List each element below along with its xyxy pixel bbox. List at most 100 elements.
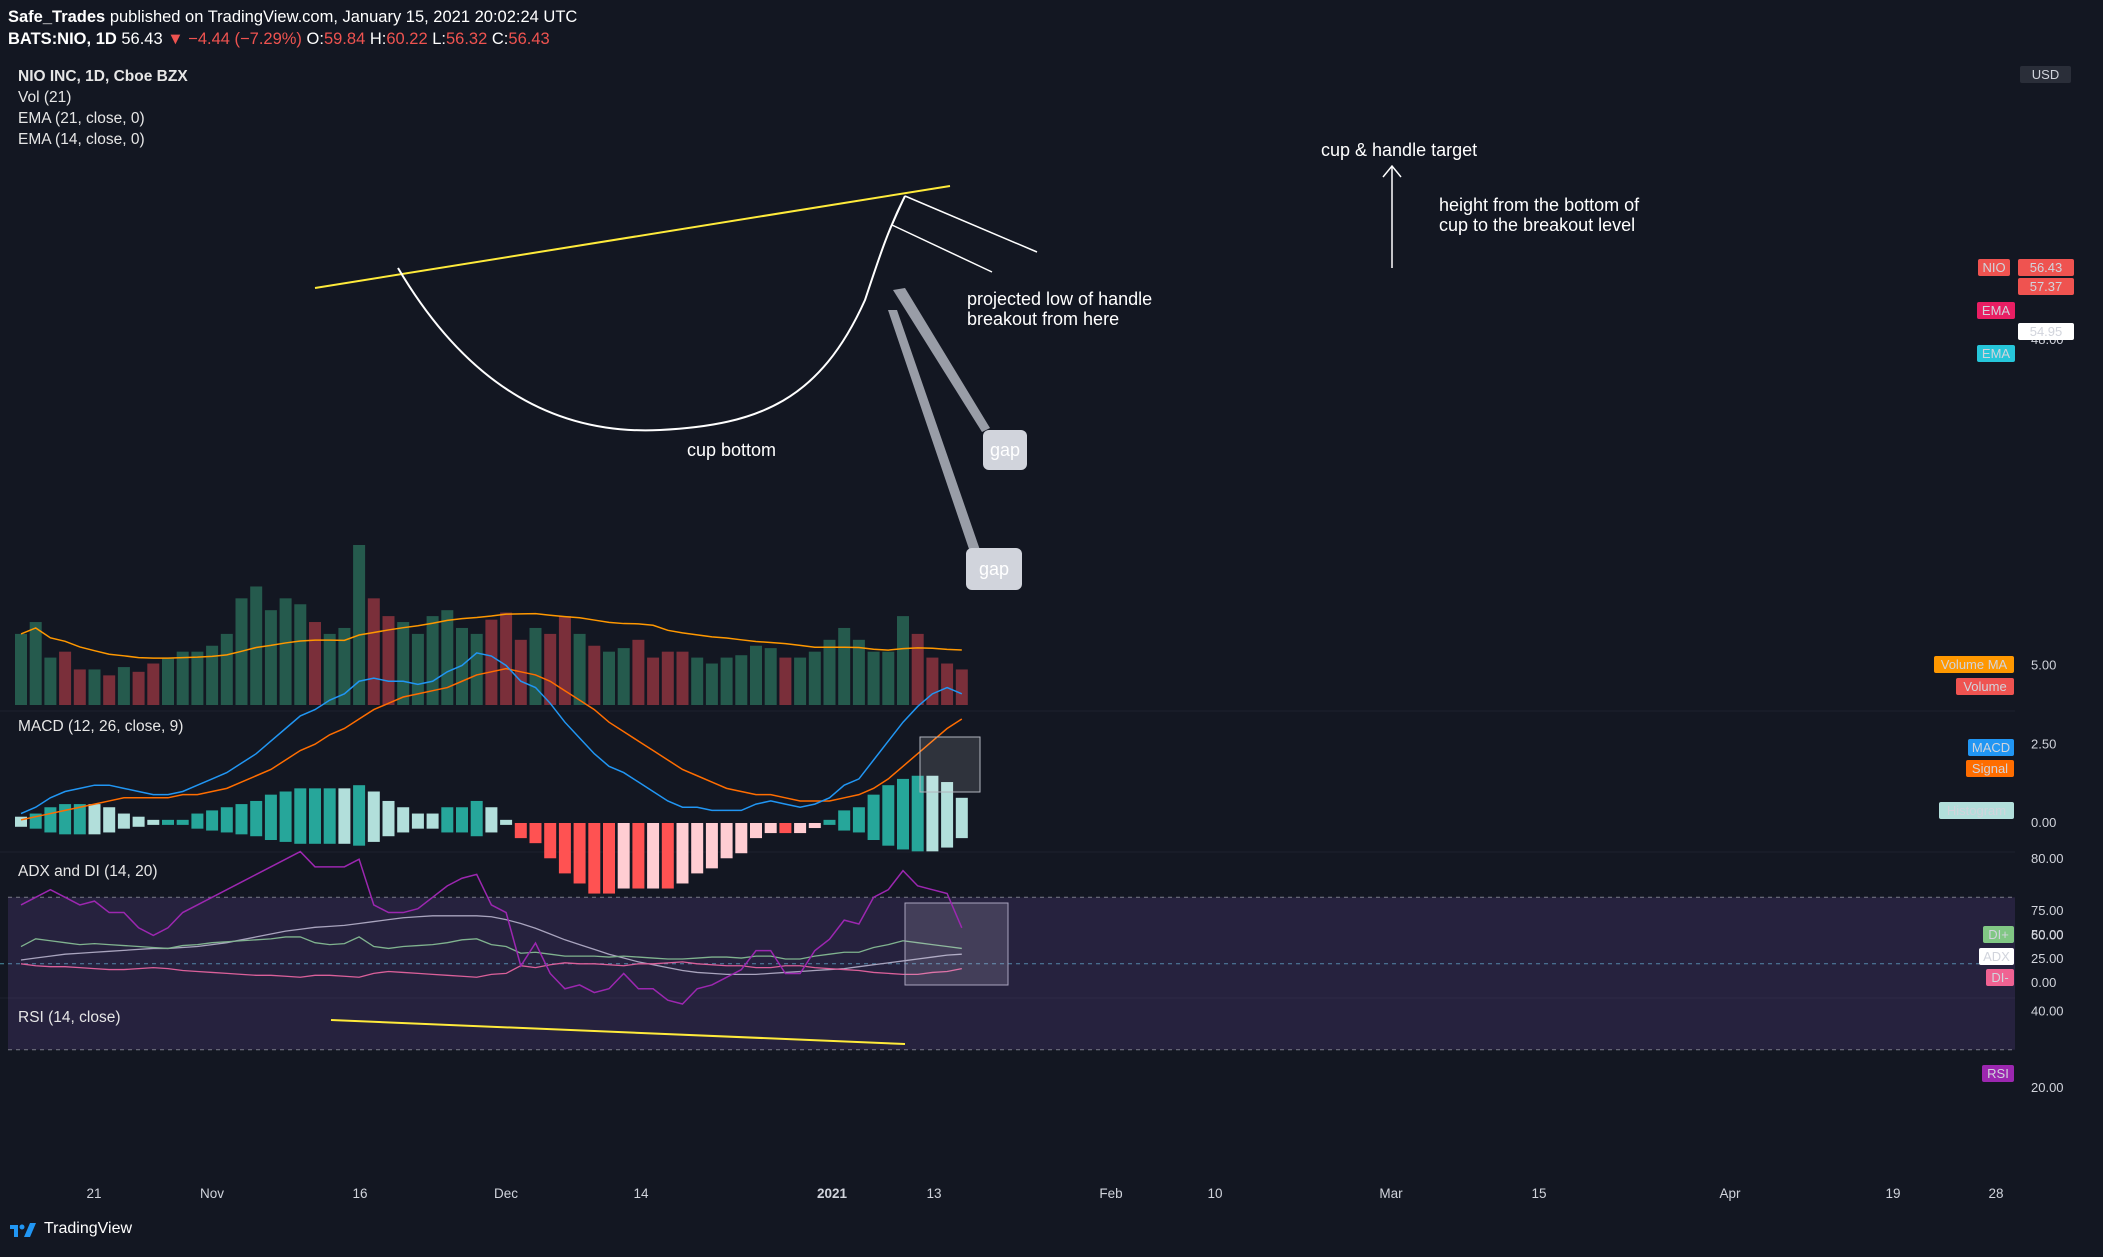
handle-left-line [891,195,906,226]
breakout-price-tag-bg [2018,278,2074,295]
macd-histogram-bar [235,804,248,835]
adx-axis-tick: 0.00 [2031,975,2056,990]
volume-bar [456,627,468,705]
rsi-tag-bg [1982,1065,2014,1082]
macd-histogram-bar [470,800,483,837]
publisher-name[interactable]: Safe_Trades [8,8,106,26]
volume-bar [323,633,336,705]
ema14-tag: EMA [1982,346,2011,361]
macd-histogram-bar [500,819,513,825]
volume-ma-tag: Volume MA [1941,657,2008,672]
macd-histogram-bar [294,788,307,844]
volume-bar [264,610,277,705]
time-axis-label: Dec [494,1186,518,1201]
volume-bar [544,633,557,705]
macd-axis-tick: 2.50 [2031,736,2056,751]
volume-bar [147,663,160,705]
volume-bar [617,648,630,705]
ema-value-tag: 54.95 [2030,324,2063,339]
handle-upper-line [904,195,1038,253]
legend-ema14[interactable]: EMA (14, close, 0) [18,131,145,148]
macd-tag-bg [1968,739,2014,756]
volume-bar [44,657,57,705]
gap-callout-box [983,430,1027,470]
cup-curve [397,195,906,432]
macd-histogram-bar [852,807,865,833]
published-text: published on TradingView.com, January 15… [109,8,578,26]
macd-histogram-bar [191,813,204,829]
symbol-tag-bg [1978,259,2010,276]
volume-bar [808,651,821,705]
gap-callout-box [966,548,1022,590]
legend-adx[interactable]: ADX and DI (14, 20) [18,863,158,880]
signal-tag-bg [1966,760,2014,777]
volume-bar [411,633,424,705]
volume-bar [647,657,660,705]
rsi-tag: RSI [1987,1066,2009,1081]
macd-histogram-bar [426,813,439,829]
macd-histogram-bar [15,816,27,827]
symbol-label: BATS:NIO, 1D [8,30,117,48]
legend-macd[interactable]: MACD (12, 26, close, 9) [18,718,184,735]
volume-bar [353,545,366,705]
di-minus-tag-bg [1986,969,2014,986]
volume-bar [955,669,968,705]
macd-histogram-bar [73,804,86,835]
macd-histogram-bar [323,788,336,844]
volume-bar [367,598,380,705]
adx-axis-tick: 25.00 [2031,951,2064,966]
volume-bar [29,622,42,705]
macd-histogram-bar [823,819,836,825]
volume-bar [897,616,909,705]
time-axis-label: Apr [1719,1186,1741,1201]
volume-bar [941,663,954,705]
macd-histogram-bar [661,823,674,889]
time-axis-label: 19 [1885,1186,1900,1201]
target-arrow-head [1382,164,1402,178]
footer-brand[interactable]: TradingView [8,1219,132,1239]
histogram-tag: Histogram [1947,803,2006,818]
macd-tag: MACD [1972,740,2010,755]
macd-histogram-bar [691,823,704,874]
macd-histogram-bar [382,800,395,837]
volume-bar [852,639,865,705]
macd-histogram-bar [176,819,189,825]
volume-bar [691,657,704,705]
legend-ema21[interactable]: EMA (21, close, 0) [18,110,145,127]
macd-signal-line [20,667,963,821]
volume-tag: Volume [1963,679,2006,694]
macd-histogram-bar [88,804,101,835]
legend-rsi[interactable]: RSI (14, close) [18,1009,121,1026]
macd-histogram-bar [353,785,366,846]
volume-ma-tag-bg [1934,656,2014,673]
volume-bar [220,633,233,705]
time-axis-label: 14 [633,1186,649,1201]
volume-bar [250,586,263,705]
volume-bar [838,627,851,705]
macd-histogram-bar [411,813,424,829]
chart-title: NIO INC, 1D, Cboe BZX [18,68,188,85]
adx-tag: ADX [1983,949,2010,964]
macd-histogram-bar [250,800,263,837]
macd-histogram-bar [955,797,968,839]
volume-tag-bg [1956,678,2014,695]
volume-bar [176,651,189,705]
macd-histogram-bar [573,823,586,884]
volume-bar [117,667,130,705]
macd-histogram-bar [441,807,454,833]
macd-line [20,652,963,815]
histogram-tag-bg [1939,802,2014,819]
time-axis-label: Nov [200,1186,224,1201]
macd-histogram-bar [705,823,718,869]
macd-histogram-bar [750,823,762,839]
adx-axis-tick: 50.00 [2031,927,2064,942]
macd-histogram-bar [529,823,542,844]
volume-bar [15,633,27,705]
macd-histogram-bar [397,807,410,833]
currency-badge-bg [2020,66,2071,83]
legend-vol[interactable]: Vol (21) [18,89,72,106]
macd-histogram-bar [147,819,160,825]
low-value: 56.32 [446,30,488,48]
macd-histogram-bar [514,823,527,839]
